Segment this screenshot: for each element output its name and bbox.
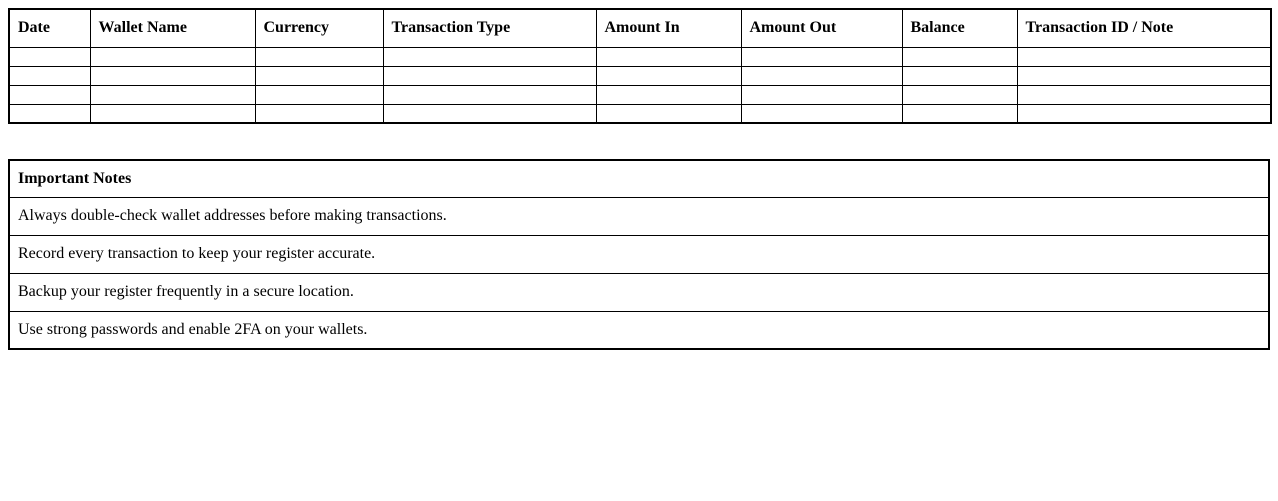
empty-cell-amount-out xyxy=(740,84,903,105)
note-text: Use strong passwords and enable 2FA on y… xyxy=(8,310,1270,350)
column-header-transaction-type: Transaction Type xyxy=(382,8,597,48)
empty-cell-wallet-name xyxy=(89,46,256,67)
empty-cell-date xyxy=(8,46,91,67)
empty-cell-transaction-type xyxy=(382,46,597,67)
empty-cell-currency xyxy=(254,103,384,124)
empty-cell-transaction-id-note xyxy=(1016,65,1272,86)
empty-cell-wallet-name xyxy=(89,103,256,124)
note-text: Always double-check wallet addresses bef… xyxy=(8,196,1270,236)
empty-cell-balance xyxy=(901,84,1018,105)
register-empty-row xyxy=(8,84,1272,105)
column-header-wallet-name: Wallet Name xyxy=(89,8,256,48)
register-empty-row xyxy=(8,103,1272,124)
note-row: Record every transaction to keep your re… xyxy=(8,234,1270,274)
empty-cell-transaction-type xyxy=(382,84,597,105)
page: Date Wallet Name Currency Transaction Ty… xyxy=(8,8,1272,350)
empty-cell-currency xyxy=(254,84,384,105)
register-empty-row xyxy=(8,46,1272,67)
register-header-row: Date Wallet Name Currency Transaction Ty… xyxy=(8,8,1272,48)
empty-cell-amount-in xyxy=(595,84,742,105)
note-text: Record every transaction to keep your re… xyxy=(8,234,1270,274)
important-notes-table: Important Notes Always double-check wall… xyxy=(8,159,1270,350)
empty-cell-date xyxy=(8,84,91,105)
column-header-balance: Balance xyxy=(901,8,1018,48)
notes-header-row: Important Notes xyxy=(8,159,1270,198)
empty-cell-amount-in xyxy=(595,46,742,67)
empty-cell-currency xyxy=(254,65,384,86)
empty-cell-transaction-type xyxy=(382,65,597,86)
empty-cell-transaction-id-note xyxy=(1016,84,1272,105)
empty-cell-currency xyxy=(254,46,384,67)
empty-cell-transaction-id-note xyxy=(1016,103,1272,124)
note-row: Backup your register frequently in a sec… xyxy=(8,272,1270,312)
note-row: Use strong passwords and enable 2FA on y… xyxy=(8,310,1270,350)
empty-cell-amount-in xyxy=(595,103,742,124)
register-empty-row xyxy=(8,65,1272,86)
empty-cell-amount-out xyxy=(740,65,903,86)
column-header-transaction-id-note: Transaction ID / Note xyxy=(1016,8,1272,48)
empty-cell-wallet-name xyxy=(89,65,256,86)
column-header-currency: Currency xyxy=(254,8,384,48)
transaction-register-table: Date Wallet Name Currency Transaction Ty… xyxy=(8,8,1272,124)
empty-cell-wallet-name xyxy=(89,84,256,105)
empty-cell-amount-out xyxy=(740,103,903,124)
column-header-amount-out: Amount Out xyxy=(740,8,903,48)
empty-cell-transaction-id-note xyxy=(1016,46,1272,67)
note-row: Always double-check wallet addresses bef… xyxy=(8,196,1270,236)
empty-cell-amount-out xyxy=(740,46,903,67)
notes-header: Important Notes xyxy=(8,159,1270,198)
column-header-date: Date xyxy=(8,8,91,48)
empty-cell-date xyxy=(8,65,91,86)
empty-cell-balance xyxy=(901,46,1018,67)
empty-cell-balance xyxy=(901,103,1018,124)
column-header-amount-in: Amount In xyxy=(595,8,742,48)
empty-cell-date xyxy=(8,103,91,124)
note-text: Backup your register frequently in a sec… xyxy=(8,272,1270,312)
empty-cell-amount-in xyxy=(595,65,742,86)
empty-cell-balance xyxy=(901,65,1018,86)
empty-cell-transaction-type xyxy=(382,103,597,124)
